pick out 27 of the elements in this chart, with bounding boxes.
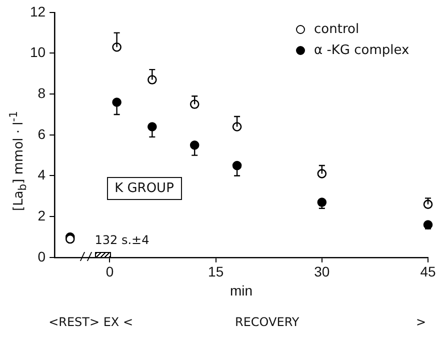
text: > xyxy=(416,315,426,329)
annotation: 132 s.±4 xyxy=(94,233,150,248)
legend-label: control xyxy=(314,22,360,37)
x-tick-label: 30 xyxy=(314,264,330,280)
y-tick-label: 2 xyxy=(38,207,46,224)
annotation: K GROUP xyxy=(106,177,182,200)
point xyxy=(423,220,433,230)
y-tick-label: 8 xyxy=(38,84,46,101)
x-axis-title: min xyxy=(230,282,253,298)
point xyxy=(190,140,200,150)
point xyxy=(232,122,242,132)
y-tick-label: 0 xyxy=(38,248,46,264)
y-tick-label: 10 xyxy=(30,44,46,60)
x-tick-label: 15 xyxy=(208,264,224,280)
text: <REST> EX < xyxy=(48,315,134,329)
y-tick-label: 6 xyxy=(38,126,46,142)
text: RECOVERY xyxy=(235,315,300,329)
point xyxy=(232,160,242,170)
y-tick-label: 12 xyxy=(30,3,46,20)
x-tick-label: 45 xyxy=(420,264,436,280)
point xyxy=(423,200,433,209)
x-tick-label: 0 xyxy=(106,264,114,280)
y-tick-label: 4 xyxy=(38,166,46,183)
point xyxy=(190,100,200,109)
point xyxy=(317,169,327,178)
legend-label: α -KG complex xyxy=(314,43,410,58)
point xyxy=(317,198,327,207)
